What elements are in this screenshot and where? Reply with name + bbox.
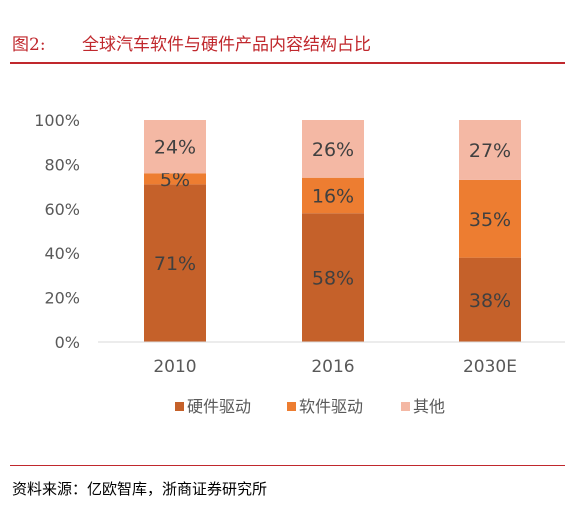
legend-label: 软件驱动 bbox=[299, 397, 363, 416]
bar-segment bbox=[459, 120, 521, 180]
data-label: 58% bbox=[312, 268, 354, 290]
figure-number: 图2: bbox=[12, 35, 46, 55]
x-tick-label: 2016 bbox=[311, 357, 354, 377]
y-tick-label: 0% bbox=[55, 333, 80, 352]
figure-header: 图2: 全球汽车软件与硬件产品内容结构占比 bbox=[0, 0, 569, 62]
y-tick-label: 100% bbox=[34, 111, 80, 130]
data-label: 26% bbox=[312, 139, 354, 161]
bar-segment bbox=[144, 120, 206, 174]
legend: 硬件驱动 软件驱动 其他 bbox=[175, 397, 445, 416]
data-label: 38% bbox=[469, 290, 511, 312]
x-axis: 2010 2016 2030E bbox=[98, 341, 565, 377]
bar-segment bbox=[302, 177, 364, 214]
data-label: 35% bbox=[469, 209, 511, 231]
bar-segment bbox=[459, 257, 521, 342]
y-axis: 0% 20% 40% 60% 80% 100% bbox=[34, 111, 80, 352]
bar-segment bbox=[459, 179, 521, 258]
bar-segment bbox=[302, 120, 364, 178]
y-tick-label: 40% bbox=[44, 244, 80, 263]
data-label: 5% bbox=[160, 169, 190, 191]
footer-divider bbox=[10, 465, 565, 466]
data-label: 71% bbox=[154, 253, 196, 275]
chart-title: 全球汽车软件与硬件产品内容结构占比 bbox=[82, 35, 371, 55]
legend-label: 其他 bbox=[413, 397, 445, 416]
legend-swatch bbox=[287, 402, 296, 411]
bar-segment bbox=[144, 173, 206, 185]
data-label: 24% bbox=[154, 137, 196, 159]
bar-segment bbox=[302, 213, 364, 342]
x-tick-label: 2030E bbox=[463, 357, 517, 377]
legend-label: 硬件驱动 bbox=[187, 397, 251, 416]
header-divider bbox=[10, 62, 565, 64]
bar-segment bbox=[144, 184, 206, 342]
y-tick-label: 80% bbox=[44, 155, 80, 174]
x-tick-label: 2010 bbox=[153, 357, 196, 377]
legend-swatch bbox=[401, 402, 410, 411]
y-tick-label: 20% bbox=[44, 289, 80, 308]
y-tick-label: 60% bbox=[44, 200, 80, 219]
data-label: 27% bbox=[469, 140, 511, 162]
legend-swatch bbox=[175, 402, 184, 411]
data-label: 16% bbox=[312, 185, 354, 207]
source-note: 资料来源：亿欧智库，浙商证券研究所 bbox=[12, 480, 268, 498]
bars: 71% 5% 24% 58% 16% 26% 38% 35% 27% bbox=[144, 120, 521, 342]
